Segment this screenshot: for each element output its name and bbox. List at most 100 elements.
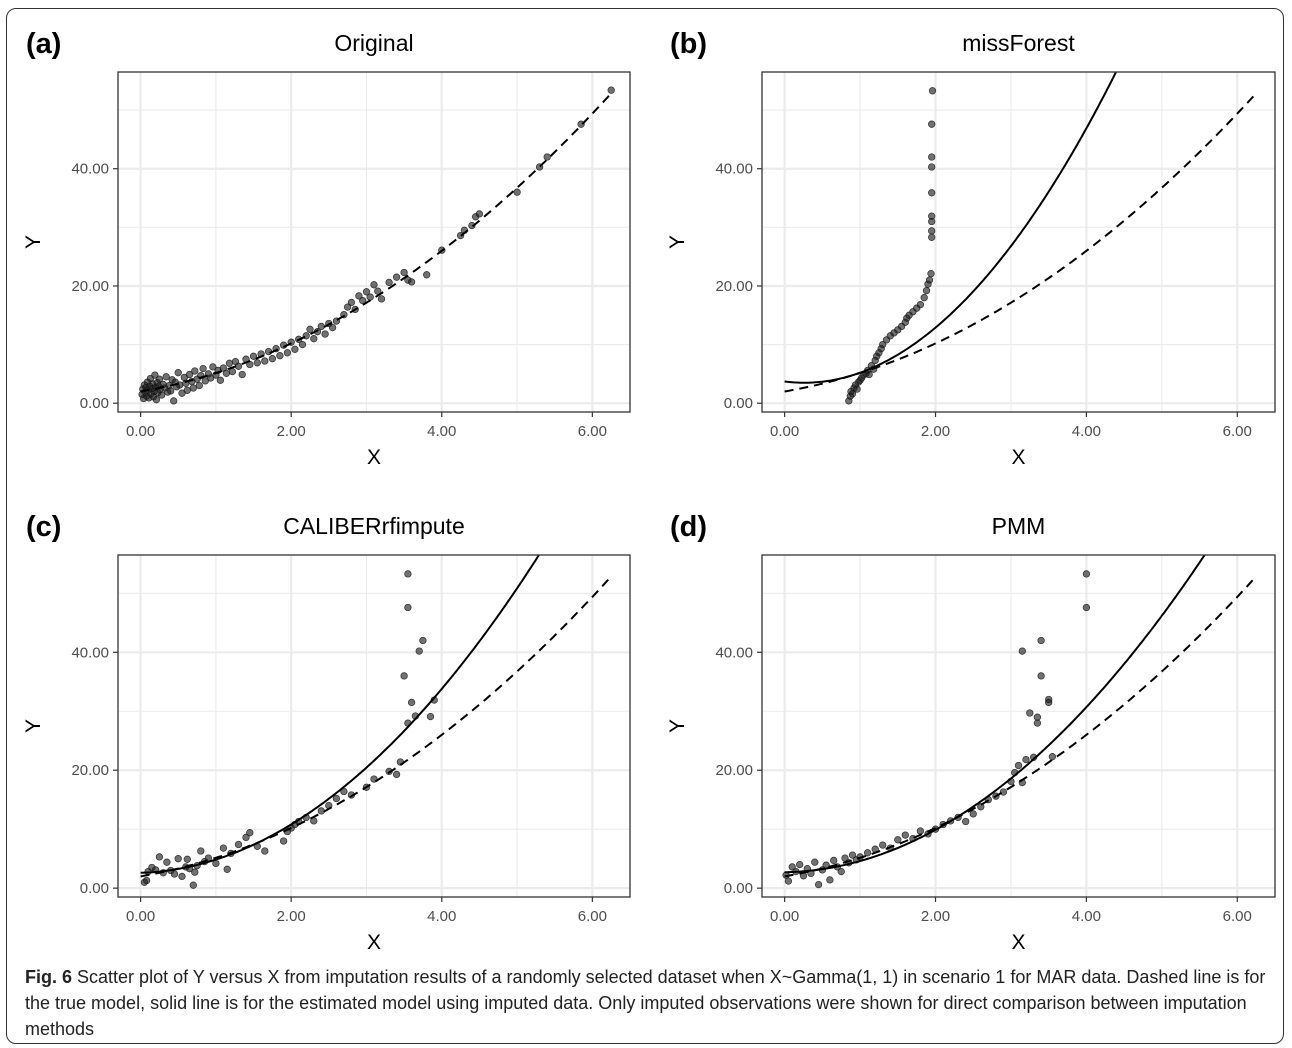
data-point [407, 278, 416, 286]
data-point [234, 840, 243, 849]
data-point [928, 189, 936, 197]
data-point [814, 880, 823, 889]
x-tick-label: 2.00 [277, 423, 306, 440]
data-point [167, 387, 175, 395]
data-point [796, 860, 804, 869]
y-tick-label: 40.00 [715, 644, 753, 661]
panel-title: missForest [962, 30, 1075, 56]
data-point [170, 397, 178, 405]
data-point [894, 836, 902, 844]
data-point [222, 369, 231, 377]
panel-title: Original [334, 30, 413, 56]
x-tick-label: 6.00 [578, 908, 607, 925]
data-point [1082, 603, 1091, 612]
data-point [197, 847, 205, 855]
estimated-model-line [784, 72, 1118, 384]
panel-label: (c) [26, 511, 61, 543]
data-point [298, 340, 307, 349]
panel-label: (a) [26, 28, 61, 60]
estimated-model-line [784, 555, 1206, 874]
y-tick-label: 0.00 [724, 395, 753, 412]
data-point [468, 221, 476, 230]
data-point [216, 376, 225, 384]
y-axis-title: Y [22, 235, 45, 249]
data-point [340, 787, 348, 796]
figure-caption-label: Fig. 6 [25, 967, 73, 987]
y-tick-label: 20.00 [715, 762, 753, 779]
data-point [928, 212, 936, 220]
x-axis-title: X [1011, 446, 1025, 469]
data-point [928, 153, 936, 161]
data-point [925, 276, 934, 284]
data-point [1018, 647, 1026, 655]
y-tick-label: 0.00 [80, 880, 109, 897]
data-point [343, 303, 352, 311]
x-tick-label: 0.00 [770, 423, 799, 440]
panel-a: 0.00 2.00 4.00 6.00 0.00 20.00 40.00 X Y Original… [22, 28, 631, 469]
scatter-points-c [140, 570, 438, 889]
data-point [283, 349, 292, 357]
data-point [328, 323, 337, 332]
data-point [195, 381, 203, 390]
data-point [291, 345, 299, 353]
true-model-line [784, 92, 1257, 393]
data-point [830, 856, 838, 865]
data-point [189, 881, 197, 889]
x-axis-title: X [1011, 931, 1025, 954]
x-tick-label: 6.00 [1223, 908, 1252, 925]
data-point [347, 298, 356, 307]
data-point [355, 292, 363, 300]
data-point [404, 570, 412, 578]
data-point [848, 851, 857, 859]
data-point [238, 370, 246, 379]
data-point [249, 352, 258, 360]
data-point [253, 359, 261, 367]
data-point [607, 86, 615, 94]
data-point [370, 281, 378, 289]
y-axis-title: Y [22, 719, 45, 733]
data-point [174, 369, 182, 377]
estimated-model-line [140, 555, 541, 874]
data-point [1037, 672, 1045, 680]
data-point [901, 831, 909, 839]
data-point [310, 335, 318, 343]
data-point [155, 853, 164, 861]
data-point [199, 364, 207, 373]
x-tick-label: 0.00 [126, 908, 155, 925]
data-point [377, 295, 386, 303]
data-point [223, 865, 231, 873]
data-point [916, 301, 925, 309]
data-point [400, 268, 408, 277]
data-point [863, 849, 872, 857]
panel-title: PMM [992, 513, 1046, 539]
data-point [392, 273, 401, 281]
panel-border [117, 554, 631, 898]
data-point [385, 278, 393, 287]
data-point [928, 163, 936, 171]
data-point [1033, 713, 1042, 721]
y-tick-label: 40.00 [71, 161, 109, 178]
data-point [261, 357, 269, 365]
data-point [1014, 761, 1023, 770]
data-point [513, 188, 521, 196]
data-point [142, 876, 151, 885]
data-point [865, 370, 873, 379]
data-point [183, 855, 191, 863]
data-point [279, 837, 288, 845]
x-tick-label: 2.00 [277, 908, 306, 925]
data-point [423, 271, 431, 279]
y-tick-label: 0.00 [724, 880, 753, 897]
data-point [152, 396, 161, 404]
panel-border [761, 71, 1276, 413]
data-point [419, 636, 427, 645]
scatter-points-b [845, 87, 937, 405]
data-point [170, 870, 179, 878]
data-point [1048, 753, 1057, 761]
data-point [276, 352, 284, 360]
x-tick-label: 4.00 [427, 423, 456, 440]
scatter-points-a [138, 86, 615, 405]
data-point [916, 827, 925, 835]
data-point [209, 363, 217, 371]
data-point [1022, 755, 1030, 764]
x-tick-label: 6.00 [1223, 423, 1252, 440]
